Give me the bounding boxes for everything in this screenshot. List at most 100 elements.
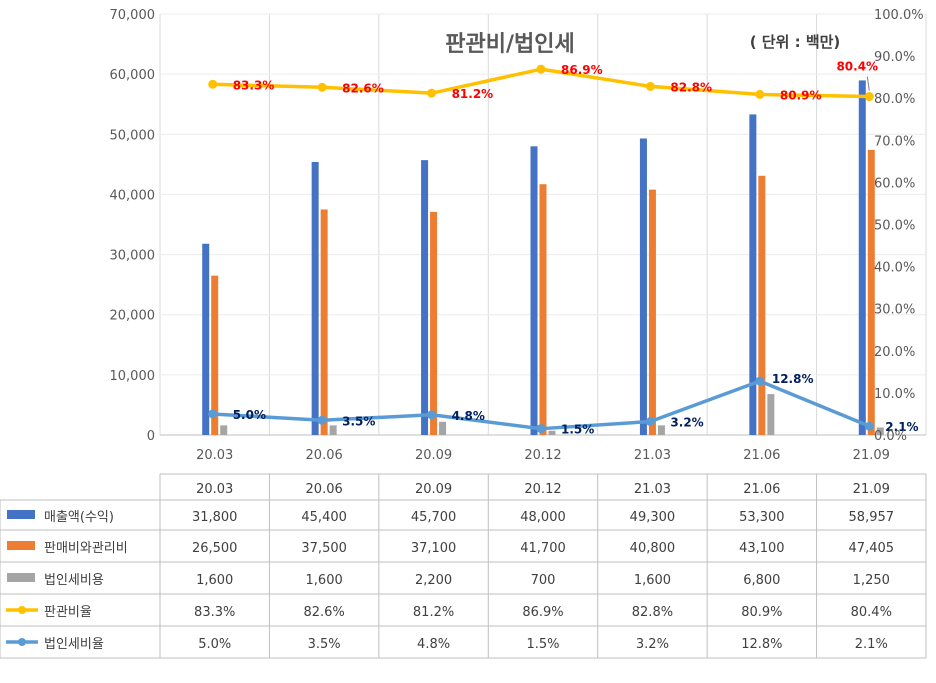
- bar-tax: [657, 425, 665, 435]
- tax-ratio-data-label: 2.1%: [885, 420, 918, 434]
- table-header-cell: 20.06: [306, 482, 343, 497]
- table-cell: 41,700: [520, 541, 566, 556]
- bar-sga: [867, 149, 875, 435]
- sga-ratio-data-label: 82.6%: [342, 81, 384, 95]
- bar-tax: [329, 425, 337, 435]
- y-left-tick-label: 70,000: [110, 8, 156, 23]
- bar-sga: [758, 175, 766, 435]
- sga-ratio-data-label: 82.8%: [670, 80, 712, 94]
- table-cell: 43,100: [739, 541, 785, 556]
- table-cell: 37,500: [301, 541, 347, 556]
- table-cell: 49,300: [630, 510, 676, 525]
- table-cell: 2,200: [415, 573, 452, 588]
- table-cell: 12.8%: [741, 637, 782, 652]
- table-cell: 1,250: [853, 573, 890, 588]
- table-header-cell: 20.12: [524, 482, 561, 497]
- bar-tax: [439, 421, 447, 435]
- table-cell: 45,400: [301, 510, 347, 525]
- y-right-tick-label: 10.0%: [874, 387, 915, 402]
- table-cell: 3.5%: [308, 637, 341, 652]
- y-right-tick-label: 40.0%: [874, 261, 915, 276]
- tax-ratio-point: [208, 409, 218, 419]
- legend-key-bar: [7, 573, 35, 582]
- table-cell: 82.6%: [303, 605, 344, 620]
- bar-sga: [320, 209, 328, 435]
- sga-ratio-point: [317, 82, 327, 92]
- series-name: 판관비율: [44, 605, 92, 620]
- bar-revenue: [749, 114, 757, 435]
- tax-ratio-data-label: 12.8%: [772, 372, 814, 386]
- y-left-tick-label: 60,000: [110, 68, 156, 83]
- legend-key-marker: [18, 638, 26, 646]
- table-cell: 2.1%: [855, 637, 888, 652]
- table-cell: 81.2%: [413, 605, 454, 620]
- tax-ratio-point: [755, 376, 765, 386]
- tax-ratio-data-label: 1.5%: [561, 423, 594, 437]
- y-right-tick-label: 90.0%: [874, 50, 915, 65]
- y-right-tick-label: 60.0%: [874, 176, 915, 191]
- sga-ratio-data-label: 80.9%: [780, 88, 822, 102]
- table-cell: 5.0%: [198, 637, 231, 652]
- table-cell: 82.8%: [632, 605, 673, 620]
- y-left-tick-label: 10,000: [110, 369, 156, 384]
- bar-sga: [211, 275, 219, 435]
- table-cell: 40,800: [630, 541, 676, 556]
- table-cell: 4.8%: [417, 637, 450, 652]
- bar-revenue: [639, 138, 647, 435]
- tax-ratio-data-label: 3.2%: [670, 416, 703, 430]
- series-name: 매출액(수익): [44, 510, 114, 525]
- bar-revenue: [311, 161, 319, 436]
- sga-ratio-point: [755, 89, 765, 99]
- table-header-cell: 20.09: [415, 482, 452, 497]
- table-header-cell: 20.03: [196, 482, 233, 497]
- table-cell: 45,700: [411, 510, 457, 525]
- series-name: 법인세비율: [44, 637, 104, 652]
- bar-sga: [648, 189, 656, 435]
- y-left-tick-label: 20,000: [110, 309, 156, 324]
- bar-revenue: [530, 146, 538, 436]
- bar-tax: [548, 430, 556, 435]
- table-cell: 1,600: [306, 573, 343, 588]
- x-tick-label: 20.12: [524, 448, 561, 463]
- y-left-tick-label: 50,000: [110, 128, 156, 143]
- line-marks: [208, 64, 874, 434]
- table-header-cell: 21.03: [634, 482, 671, 497]
- legend-key-marker: [18, 606, 26, 614]
- x-tick-label: 21.09: [853, 448, 890, 463]
- y-right-tick-label: 30.0%: [874, 303, 915, 318]
- table-cell: 80.4%: [851, 605, 892, 620]
- sga-ratio-point: [864, 92, 874, 102]
- bar-sga: [539, 184, 547, 435]
- y-left-tick-label: 40,000: [110, 188, 156, 203]
- axes: 0 10,000 20,000 30,000 40,000 50,000 60,000 70,…: [110, 8, 924, 463]
- y-right-tick-label: 50.0%: [874, 219, 915, 234]
- table-cell: 86.9%: [522, 605, 563, 620]
- sga-ratio-point: [536, 64, 546, 74]
- legend-key-bar: [7, 541, 35, 550]
- bar-revenue: [421, 160, 429, 435]
- tax-ratio-data-label: 5.0%: [233, 408, 266, 422]
- sga-ratio-point: [208, 79, 218, 89]
- table-cell: 53,300: [739, 510, 785, 525]
- x-tick-label: 20.03: [196, 448, 233, 463]
- series-name: 판매비와관리비: [44, 541, 128, 556]
- tax-ratio-data-label: 4.8%: [452, 409, 485, 423]
- tax-ratio-point: [317, 415, 327, 425]
- tax-ratio-point: [864, 421, 874, 431]
- y-right-tick-label: 80.0%: [874, 92, 915, 107]
- tax-ratio-point: [536, 424, 546, 434]
- data-table: 20.03 20.06 20.09 20.12 21.03 21.06 21.09 매출액(수…: [0, 473, 927, 659]
- table-grid: [0, 473, 927, 659]
- table-cell: 3.2%: [636, 637, 669, 652]
- tax-ratio-point: [427, 410, 437, 420]
- table-cell: 83.3%: [194, 605, 235, 620]
- sga-ratio-point: [427, 88, 437, 98]
- legend-key-bar: [7, 510, 35, 519]
- tax-ratio-data-label: 3.5%: [342, 414, 375, 428]
- sga-ratio-data-label: 81.2%: [452, 87, 494, 101]
- data-labels: 83.3% 82.6% 81.2% 86.9% 82.8% 80.9% 80.4% 5.0% 3…: [233, 60, 919, 437]
- table-cell: 1,600: [634, 573, 671, 588]
- table-cell: 6,800: [743, 573, 780, 588]
- table-cell: 47,405: [849, 541, 895, 556]
